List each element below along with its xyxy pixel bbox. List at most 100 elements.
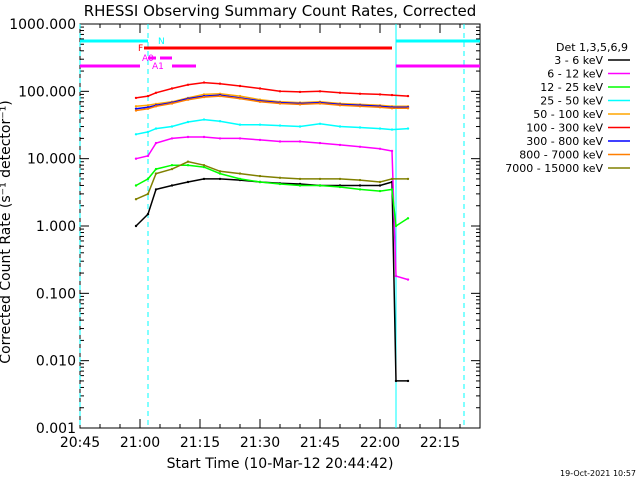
series-point-7 — [146, 107, 150, 111]
plot-area: 1000.000 100.000 10.000 1.000 0.100 0.010 0.00… — [9, 17, 481, 451]
series-point-2 — [186, 164, 190, 167]
series-point-0 — [134, 224, 138, 228]
series-line-2 — [135, 164, 409, 228]
x-tick-label: 21:30 — [240, 435, 280, 451]
series-point-0 — [406, 379, 410, 383]
series-point-7 — [390, 107, 394, 110]
series-point-8 — [278, 176, 282, 179]
flag-label-a1: A1 — [152, 62, 164, 72]
series-point-7 — [202, 95, 206, 99]
x-tick-label: 21:45 — [300, 435, 340, 451]
series-point-3 — [202, 118, 206, 121]
series-point-5 — [202, 81, 206, 84]
legend-entry-label: 12 - 25 keV — [540, 81, 603, 94]
series-point-1 — [318, 141, 322, 145]
series-point-1 — [258, 138, 262, 142]
legend-entry-label: 3 - 6 keV — [554, 54, 603, 67]
series-point-5 — [338, 91, 342, 95]
series-point-8 — [378, 180, 382, 184]
series-point-1 — [238, 137, 242, 140]
series-point-3 — [258, 123, 262, 126]
series-point-1 — [338, 143, 342, 147]
y-tick-label: 1000.000 — [9, 17, 76, 33]
y-tick-label: 1.000 — [36, 219, 76, 235]
x-tick-label: 22:15 — [420, 435, 460, 451]
series-point-2 — [394, 224, 398, 228]
y-tick-label: 0.100 — [36, 286, 76, 302]
series-point-7 — [358, 105, 362, 108]
series-point-3 — [406, 127, 410, 130]
series-point-8 — [258, 174, 262, 178]
series-point-0 — [186, 180, 190, 184]
series-point-7 — [154, 105, 158, 108]
series-point-0 — [170, 184, 174, 187]
series-point-8 — [318, 177, 322, 181]
series-point-8 — [218, 170, 222, 173]
series-point-7 — [278, 102, 282, 105]
series-point-1 — [218, 137, 222, 140]
series-point-1 — [154, 141, 158, 145]
series-point-5 — [218, 82, 222, 85]
y-tick-label: 10.000 — [27, 152, 76, 168]
series-point-5 — [278, 90, 282, 93]
series-point-2 — [338, 185, 342, 189]
series-point-3 — [338, 125, 342, 128]
legend-entry-label: 100 - 300 keV — [526, 122, 603, 135]
series-point-3 — [298, 125, 302, 128]
footer-timestamp: 19-Oct-2021 10:57 — [560, 469, 636, 478]
series-point-8 — [170, 167, 174, 171]
series-point-5 — [154, 91, 158, 95]
x-tick-label: 21:15 — [180, 435, 220, 451]
series-point-5 — [258, 87, 262, 90]
series-point-8 — [298, 177, 302, 181]
series-point-1 — [378, 147, 382, 150]
series-point-2 — [146, 177, 150, 181]
series-point-5 — [170, 87, 174, 90]
series-point-8 — [146, 192, 150, 196]
y-axis-label: Corrected Count Rate (s⁻¹ detector⁻¹) — [0, 100, 14, 363]
series-point-2 — [238, 177, 242, 181]
y-tick-label: 0.010 — [36, 354, 76, 370]
series-point-8 — [358, 178, 362, 182]
series-point-7 — [218, 94, 222, 98]
series-point-5 — [390, 93, 394, 97]
series-point-1 — [134, 157, 138, 160]
series-point-7 — [170, 102, 174, 105]
series-point-4 — [146, 104, 150, 107]
series-point-3 — [318, 122, 322, 126]
x-tick-label: 20:45 — [60, 435, 100, 451]
series-point-5 — [298, 90, 302, 94]
series-point-3 — [170, 125, 174, 128]
series-point-2 — [378, 189, 382, 193]
series-point-8 — [238, 172, 242, 175]
series-point-3 — [278, 124, 282, 127]
series-point-8 — [134, 198, 138, 201]
series-point-3 — [134, 133, 138, 136]
series-point-5 — [318, 90, 322, 93]
series-point-8 — [406, 177, 410, 181]
series-point-4 — [202, 93, 206, 96]
series-point-8 — [338, 177, 342, 181]
series-point-2 — [406, 217, 410, 220]
series-point-1 — [390, 149, 394, 153]
y-tick-label: 0.001 — [36, 421, 76, 437]
x-tick-label: 22:00 — [360, 435, 400, 451]
series-point-4 — [238, 94, 242, 98]
legend-entry-label: 6 - 12 keV — [547, 68, 603, 81]
series-point-2 — [134, 184, 138, 187]
series-point-0 — [154, 188, 158, 191]
series-point-0 — [358, 184, 362, 187]
series-point-2 — [258, 180, 262, 184]
series-point-8 — [154, 172, 158, 175]
series-point-5 — [146, 94, 150, 98]
series-point-1 — [358, 145, 362, 148]
x-axis-label: Start Time (10-Mar-12 20:44:42) — [167, 456, 394, 472]
y-tick-label: 100.000 — [18, 84, 76, 100]
series-point-8 — [390, 177, 394, 181]
series-point-7 — [134, 109, 138, 112]
series-point-8 — [202, 164, 206, 167]
series-point-3 — [186, 120, 190, 124]
series-point-7 — [238, 97, 242, 100]
series-point-3 — [390, 128, 394, 131]
